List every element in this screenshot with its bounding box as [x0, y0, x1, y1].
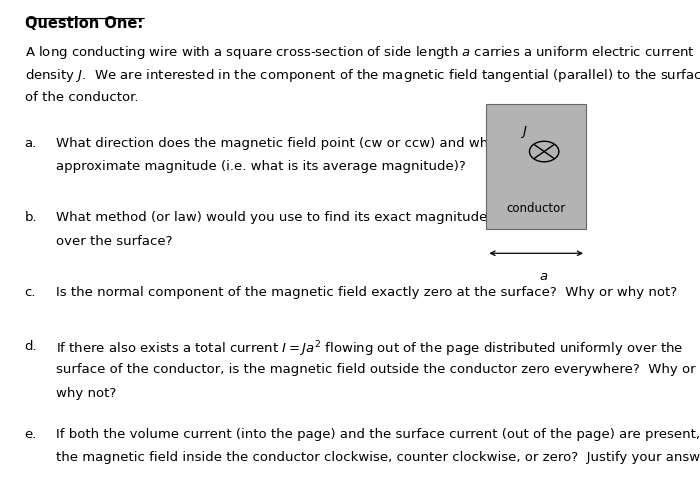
Text: b.: b.: [25, 211, 37, 224]
FancyBboxPatch shape: [486, 105, 586, 229]
Circle shape: [529, 142, 559, 163]
Text: A long conducting wire with a square cross-section of side length $a$ carries a : A long conducting wire with a square cro…: [25, 44, 694, 61]
Text: e.: e.: [25, 427, 37, 440]
Text: approximate magnitude (i.e. what is its average magnitude)?: approximate magnitude (i.e. what is its …: [56, 160, 466, 173]
Text: why not?: why not?: [56, 386, 116, 399]
Text: c.: c.: [25, 285, 36, 299]
Text: If there also exists a total current $I = Ja^2$ flowing out of the page distribu: If there also exists a total current $I …: [56, 339, 683, 359]
Text: of the conductor.: of the conductor.: [25, 91, 138, 104]
Text: conductor: conductor: [507, 202, 566, 215]
Text: d.: d.: [25, 339, 37, 352]
Text: Is the normal component of the magnetic field exactly zero at the surface?  Why : Is the normal component of the magnetic …: [56, 285, 677, 299]
Text: the magnetic field inside the conductor clockwise, counter clockwise, or zero?  : the magnetic field inside the conductor …: [56, 450, 700, 464]
Text: surface of the conductor, is the magnetic field outside the conductor zero every: surface of the conductor, is the magneti…: [56, 363, 696, 376]
Text: What direction does the magnetic field point (cw or ccw) and what is its: What direction does the magnetic field p…: [56, 137, 537, 150]
Text: What method (or law) would you use to find its exact magnitude everywhere: What method (or law) would you use to fi…: [56, 211, 570, 224]
Text: Question One:: Question One:: [25, 16, 143, 31]
Text: If both the volume current (into the page) and the surface current (out of the p: If both the volume current (into the pag…: [56, 427, 700, 440]
Text: density $J$.  We are interested in the component of the magnetic field tangentia: density $J$. We are interested in the co…: [25, 67, 700, 84]
Text: a.: a.: [25, 137, 36, 150]
Text: $J$: $J$: [519, 123, 527, 140]
Text: $a$: $a$: [538, 269, 548, 283]
Text: over the surface?: over the surface?: [56, 234, 172, 247]
